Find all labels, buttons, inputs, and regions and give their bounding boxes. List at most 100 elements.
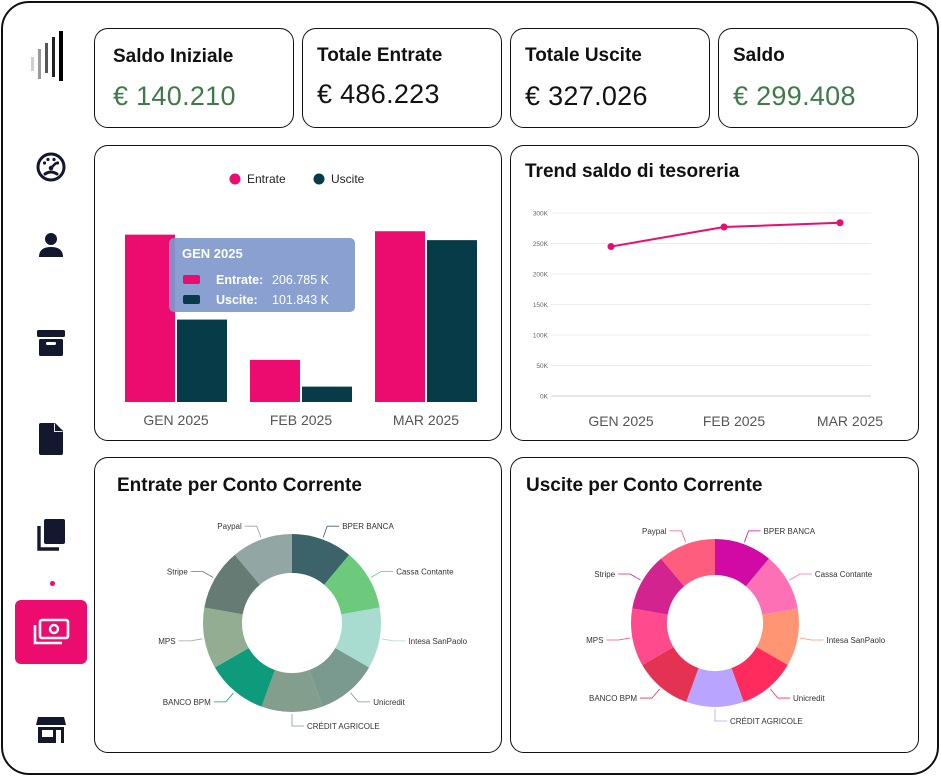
donut-slice	[335, 607, 381, 668]
donut-label: CRÉDIT AGRICOLE	[730, 717, 803, 726]
trend-chart-title: Trend saldo di tesoreria	[525, 161, 740, 182]
donut-leader-line	[789, 573, 812, 581]
donut-leader-line	[291, 714, 304, 727]
donut-leader-line	[769, 688, 790, 699]
trend-point	[720, 223, 728, 231]
donut-slice	[214, 648, 275, 707]
donut-leader-line	[618, 573, 641, 581]
donut-leader-line	[606, 637, 631, 641]
tooltip-value: 101.843 K	[272, 293, 330, 307]
donut-slice	[745, 558, 798, 615]
nav-documents[interactable]	[15, 407, 87, 471]
sidebar	[3, 3, 95, 773]
store-icon	[36, 717, 66, 743]
donut-label: Paypal	[642, 527, 667, 536]
y-tick-label: 250K	[533, 241, 549, 248]
x-tick-label: GEN 2025	[588, 413, 654, 429]
bar-entrate-0	[125, 234, 175, 402]
y-tick-label: 200K	[533, 272, 549, 279]
donut-slice	[756, 608, 799, 665]
nav-dashboard[interactable]	[15, 135, 87, 199]
donut-slice	[309, 648, 370, 707]
kpi-card-totale-uscite: Totale Uscite € 327.026	[510, 28, 710, 128]
money-icon	[33, 618, 70, 645]
copy-pages-icon	[37, 519, 65, 551]
donut-leader-line	[190, 571, 214, 578]
x-tick-label: GEN 2025	[143, 412, 209, 428]
tooltip-box	[169, 238, 355, 312]
donut-in-chart: BPER BANCA Cassa Contante Intesa SanPaolo U…	[158, 522, 467, 731]
bar-uscite-0	[177, 319, 227, 402]
kpi-value: € 299.408	[733, 81, 856, 111]
donut-slice	[234, 534, 292, 585]
donut-leader-line	[799, 637, 824, 641]
nav-users[interactable]	[15, 213, 87, 277]
y-tick-label: 300K	[533, 211, 549, 218]
legend-label: Entrate	[247, 172, 286, 186]
archive-box-icon	[37, 330, 65, 356]
bar-chart: Entrate Uscite GEN 2025 FEB 2025 MAR 2025 GEN…	[125, 172, 477, 428]
donut-slice	[261, 669, 323, 712]
donut-out-title: Uscite per Conto Corrente	[526, 475, 763, 496]
kpi-value: € 327.026	[525, 81, 648, 111]
x-tick-label: MAR 2025	[393, 412, 459, 428]
trend-point	[836, 219, 844, 227]
kpi-card-saldo: Saldo € 299.408	[718, 28, 918, 128]
donut-leader-line	[714, 709, 727, 722]
donut-slice	[642, 647, 699, 702]
kpi-value: € 140.210	[113, 81, 236, 111]
x-tick-label: FEB 2025	[270, 412, 332, 428]
nav-cash[interactable]	[15, 600, 87, 664]
donut-slice	[661, 539, 715, 587]
user-icon	[39, 233, 63, 257]
donut-slice	[715, 539, 769, 587]
donut-label: MPS	[586, 636, 603, 645]
y-tick-label: 50K	[536, 363, 548, 370]
donut-leader-line	[381, 638, 406, 642]
nav-copies[interactable]	[15, 503, 87, 567]
tooltip-swatch	[183, 275, 200, 284]
donut-slice	[631, 608, 674, 665]
y-tick-label: 150K	[533, 302, 549, 309]
donut-label: BANCO BPM	[163, 698, 211, 707]
donut-leader-line	[370, 571, 394, 578]
dashboard-gauge-icon	[36, 152, 66, 182]
trend-point	[607, 243, 615, 251]
nav-archive[interactable]	[15, 311, 87, 375]
donut-label: BPER BANCA	[764, 527, 816, 536]
donut-leader-line	[669, 530, 686, 543]
donut-label: MPS	[158, 637, 175, 646]
donut-label: Cassa Contante	[396, 568, 454, 577]
trend-chart-card: Trend saldo di tesoreria 0K 50K 100K 150K 20…	[510, 145, 919, 441]
donut-leader-line	[244, 525, 262, 538]
nav-store[interactable]	[15, 698, 87, 762]
logo-icon	[31, 31, 63, 81]
donut-label: Intesa SanPaolo	[827, 636, 886, 645]
donut-label: Unicredit	[793, 694, 825, 703]
donut-leader-line	[350, 692, 371, 703]
legend-label: Uscite	[331, 172, 365, 186]
bar-tooltip: GEN 2025 Entrate: 206.785 K Uscite: 101.843 …	[169, 238, 355, 312]
tooltip-title: GEN 2025	[182, 246, 243, 261]
document-icon	[39, 423, 63, 455]
kpi-value: € 486.223	[317, 79, 440, 109]
donut-slice	[292, 534, 350, 585]
donut-label: Stripe	[594, 570, 615, 579]
donut-leader-line	[640, 688, 661, 699]
legend-dot	[313, 173, 325, 185]
donut-label: Unicredit	[373, 698, 405, 707]
bar-chart-card: Entrate Uscite GEN 2025 FEB 2025 MAR 2025 GEN…	[94, 145, 502, 441]
kpi-title: Saldo	[733, 45, 785, 66]
donut-label: Paypal	[217, 522, 242, 531]
donut-in-title: Entrate per Conto Corrente	[117, 475, 362, 496]
y-tick-label: 0K	[540, 394, 549, 401]
donut-slice	[204, 554, 260, 615]
x-tick-label: MAR 2025	[817, 413, 883, 429]
donut-slice	[324, 554, 380, 615]
donut-label: BANCO BPM	[589, 694, 637, 703]
donut-slice	[203, 607, 249, 668]
donut-label: Stripe	[167, 568, 188, 577]
donut-in-card: Entrate per Conto Corrente BPER BANCA Cas…	[94, 457, 502, 753]
kpi-card-saldo-iniziale: Saldo Iniziale € 140.210	[94, 28, 294, 128]
